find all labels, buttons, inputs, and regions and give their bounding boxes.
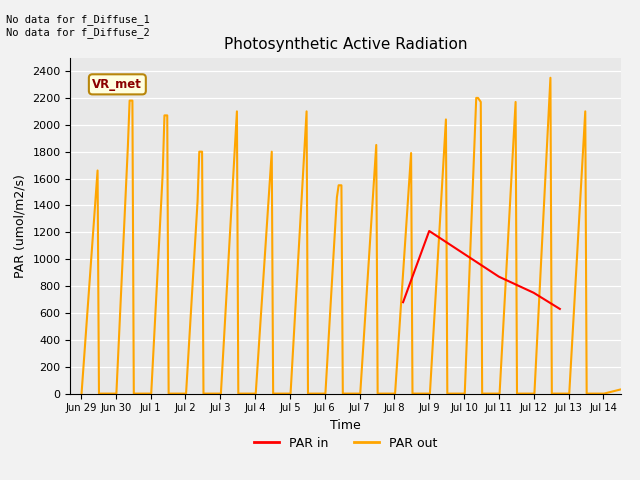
Text: No data for f_Diffuse_1
No data for f_Diffuse_2: No data for f_Diffuse_1 No data for f_Di… <box>6 14 150 38</box>
Text: VR_met: VR_met <box>92 78 142 91</box>
Title: Photosynthetic Active Radiation: Photosynthetic Active Radiation <box>224 37 467 52</box>
Legend: PAR in, PAR out: PAR in, PAR out <box>249 432 442 455</box>
X-axis label: Time: Time <box>330 419 361 432</box>
Y-axis label: PAR (umol/m2/s): PAR (umol/m2/s) <box>14 174 27 277</box>
